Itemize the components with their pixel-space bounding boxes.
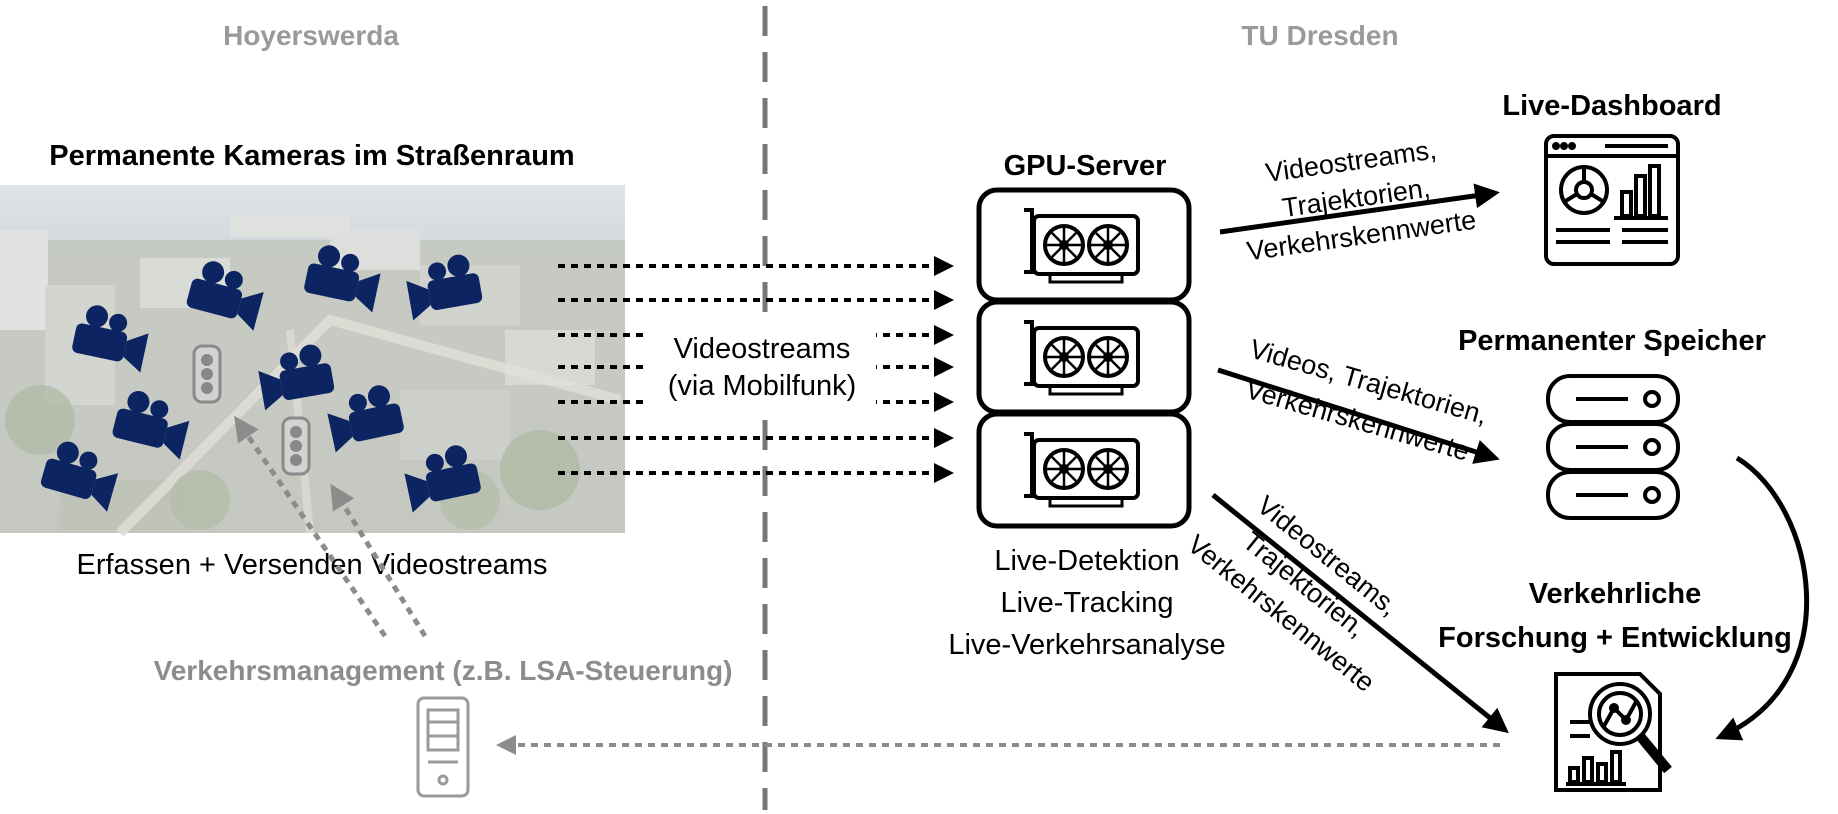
- gpu-function-detection: Live-Detektion: [994, 545, 1179, 577]
- gpu-server-title: GPU-Server: [1004, 150, 1167, 182]
- traffic-light-icon: [192, 344, 222, 404]
- arrow-storage-to-research: [1715, 455, 1810, 741]
- arrow-to-dashboard: [1219, 183, 1500, 235]
- gpu-server-stack: [976, 187, 1192, 529]
- streams-label-line1: Videostreams: [674, 333, 851, 365]
- dashboard-icon: [1544, 134, 1680, 266]
- dashboard-title: Live-Dashboard: [1502, 90, 1721, 122]
- storage-title: Permanenter Speicher: [1458, 325, 1766, 357]
- control-arrows: [234, 415, 428, 638]
- gpu-function-tracking: Live-Tracking: [1001, 587, 1174, 619]
- research-title-line2: Forschung + Entwicklung: [1438, 622, 1792, 654]
- cameras-title: Permanente Kameras im Straßenraum: [49, 140, 574, 172]
- research-title-line1: Verkehrliche: [1529, 578, 1702, 610]
- traffic-light-icon: [281, 416, 311, 476]
- arrow-to-storage: [1217, 367, 1500, 464]
- analysis-report-icon: [1554, 672, 1672, 792]
- region-title-right: TU Dresden: [1241, 20, 1398, 51]
- database-icon: [1546, 374, 1680, 520]
- cameras-caption: Erfassen + Versenden Videostreams: [77, 549, 548, 581]
- traffic-management-label: Verkehrsmanagement (z.B. LSA-Steuerung): [154, 655, 733, 686]
- region-title-left: Hoyerswerda: [223, 20, 399, 51]
- traffic-controller-icon: [416, 696, 470, 798]
- streams-label-line2: (via Mobilfunk): [668, 370, 857, 402]
- gpu-function-analysis: Live-Verkehrsanalyse: [948, 629, 1225, 661]
- arrow-to-research: [1211, 493, 1509, 734]
